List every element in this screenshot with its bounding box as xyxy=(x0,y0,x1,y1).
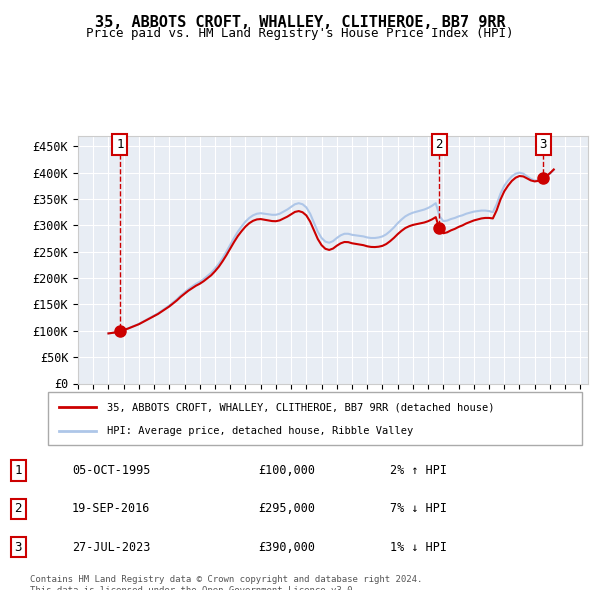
Text: 3: 3 xyxy=(14,540,22,554)
Text: 2: 2 xyxy=(14,502,22,516)
FancyBboxPatch shape xyxy=(48,392,582,445)
Text: 7% ↓ HPI: 7% ↓ HPI xyxy=(390,502,447,516)
Text: 2: 2 xyxy=(436,138,443,151)
Text: 35, ABBOTS CROFT, WHALLEY, CLITHEROE, BB7 9RR (detached house): 35, ABBOTS CROFT, WHALLEY, CLITHEROE, BB… xyxy=(107,402,494,412)
Text: 1% ↓ HPI: 1% ↓ HPI xyxy=(390,540,447,554)
Text: 19-SEP-2016: 19-SEP-2016 xyxy=(72,502,151,516)
Text: £295,000: £295,000 xyxy=(258,502,315,516)
Text: 27-JUL-2023: 27-JUL-2023 xyxy=(72,540,151,554)
Text: £390,000: £390,000 xyxy=(258,540,315,554)
Text: 35, ABBOTS CROFT, WHALLEY, CLITHEROE, BB7 9RR: 35, ABBOTS CROFT, WHALLEY, CLITHEROE, BB… xyxy=(95,15,505,30)
Text: Contains HM Land Registry data © Crown copyright and database right 2024.
This d: Contains HM Land Registry data © Crown c… xyxy=(30,575,422,590)
Text: Price paid vs. HM Land Registry's House Price Index (HPI): Price paid vs. HM Land Registry's House … xyxy=(86,27,514,40)
Text: £100,000: £100,000 xyxy=(258,464,315,477)
Text: 1: 1 xyxy=(14,464,22,477)
Text: 2% ↑ HPI: 2% ↑ HPI xyxy=(390,464,447,477)
Text: 1: 1 xyxy=(116,138,124,151)
Text: HPI: Average price, detached house, Ribble Valley: HPI: Average price, detached house, Ribb… xyxy=(107,425,413,435)
Text: 3: 3 xyxy=(539,138,547,151)
Text: 05-OCT-1995: 05-OCT-1995 xyxy=(72,464,151,477)
